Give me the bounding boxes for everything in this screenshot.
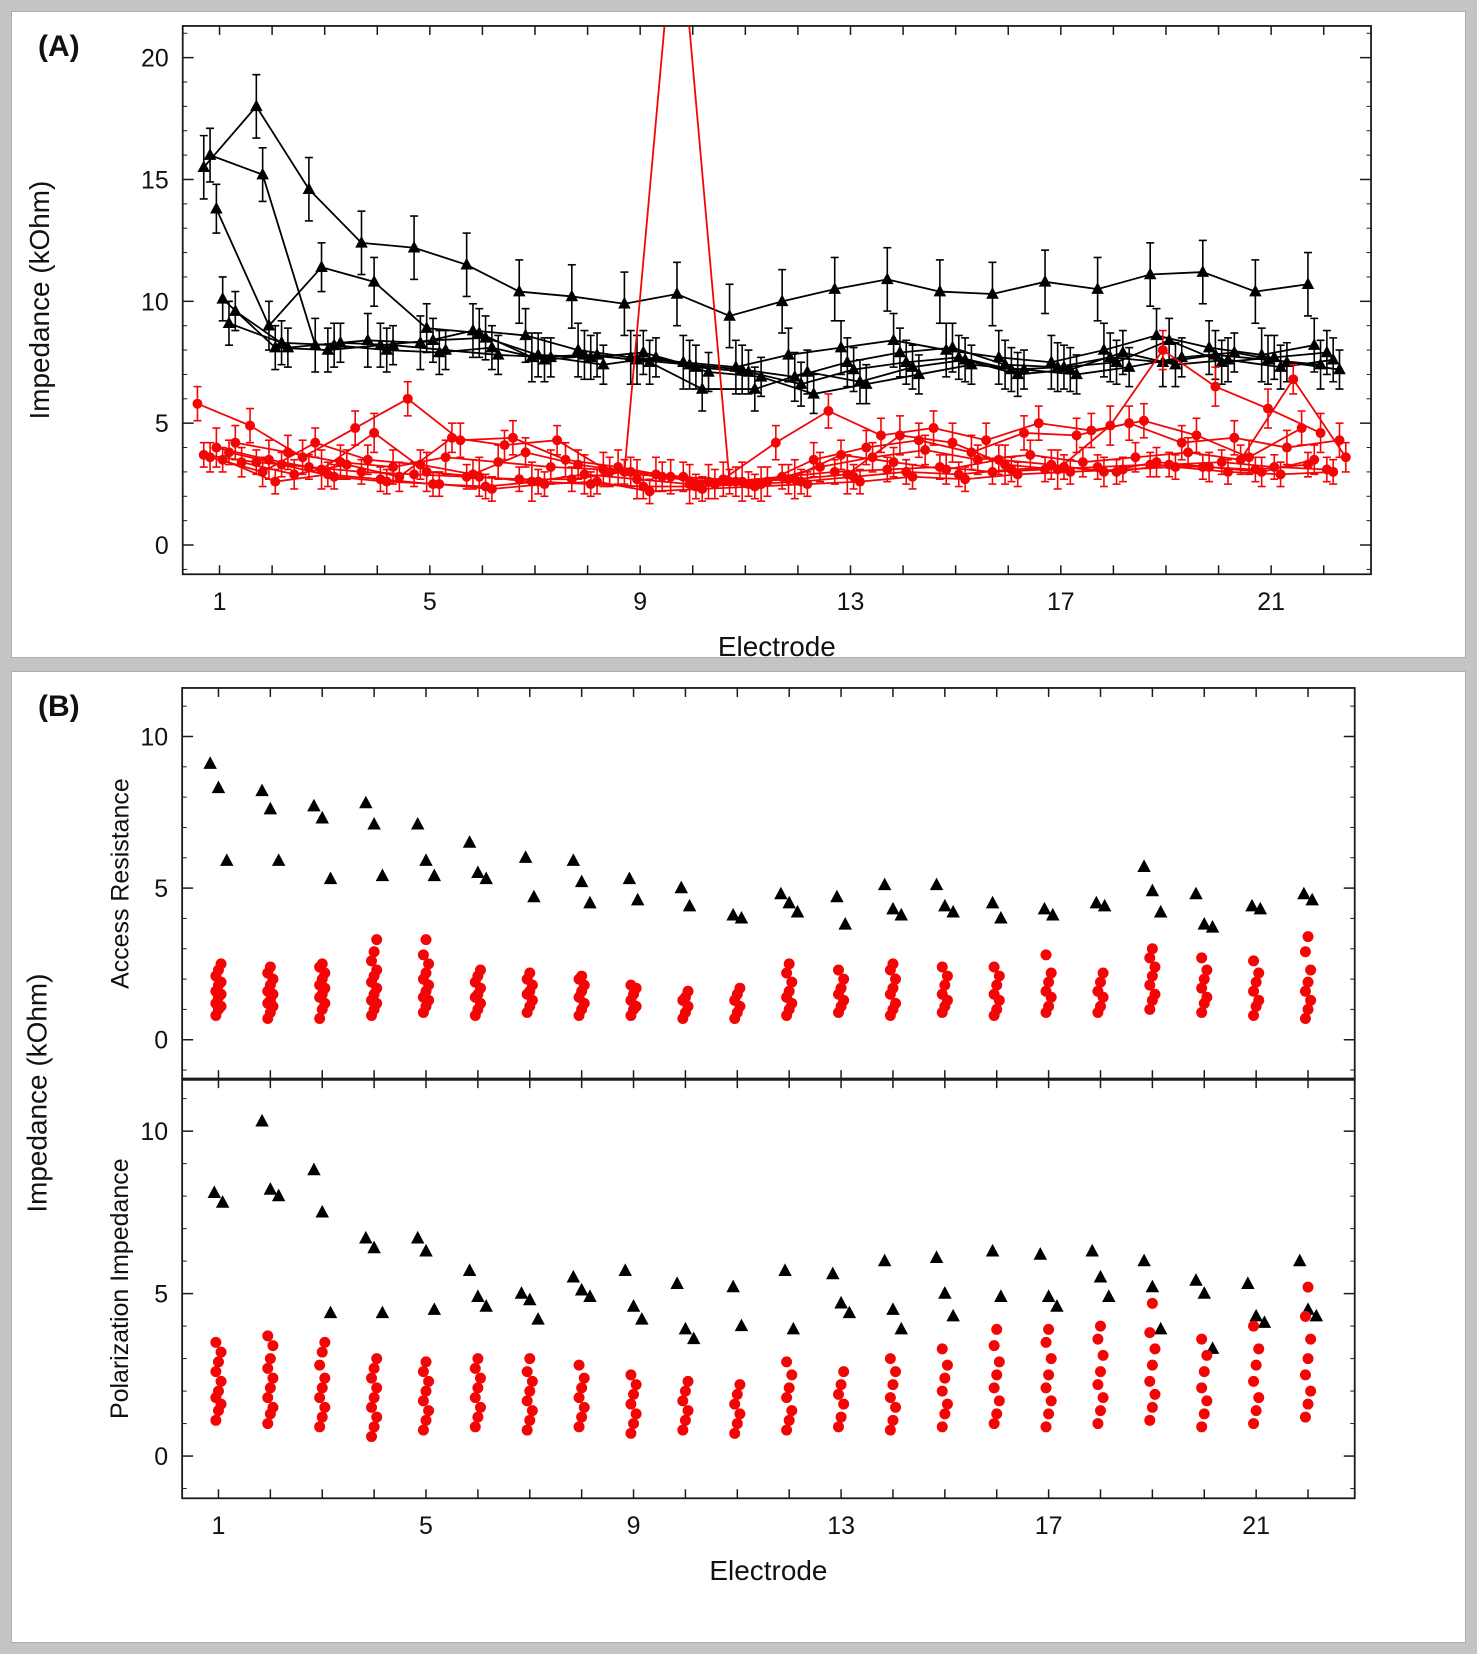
panel-b: (B) 0 5 10 1 5 9 13 17 21 0 5 10 Electrode Impedance … — [11, 671, 1466, 1643]
svg-text:20: 20 — [141, 45, 169, 73]
panel-a: (A) 1 5 9 13 17 21 0 5 10 15 20 Electrode Impedance … — [11, 11, 1466, 658]
svg-text:1: 1 — [212, 1512, 226, 1540]
svg-text:Impedance (kOhm): Impedance (kOhm) — [21, 974, 52, 1213]
svg-text:10: 10 — [140, 723, 168, 751]
svg-text:21: 21 — [1257, 588, 1285, 616]
svg-text:13: 13 — [827, 1512, 855, 1540]
svg-text:15: 15 — [141, 166, 169, 194]
svg-text:5: 5 — [155, 410, 169, 438]
svg-text:9: 9 — [633, 588, 647, 616]
svg-text:10: 10 — [141, 288, 169, 316]
svg-text:Polarization Impedance: Polarization Impedance — [106, 1158, 134, 1419]
svg-text:13: 13 — [837, 588, 865, 616]
svg-text:0: 0 — [155, 532, 169, 560]
svg-text:Electrode: Electrode — [709, 1555, 827, 1586]
svg-text:10: 10 — [140, 1118, 168, 1146]
svg-text:5: 5 — [423, 588, 437, 616]
svg-text:5: 5 — [419, 1512, 433, 1540]
svg-text:5: 5 — [154, 1281, 168, 1309]
svg-text:5: 5 — [154, 875, 168, 903]
svg-text:1: 1 — [213, 588, 227, 616]
svg-text:0: 0 — [154, 1443, 168, 1471]
svg-text:0: 0 — [154, 1027, 168, 1055]
svg-text:Impedance (kOhm): Impedance (kOhm) — [24, 181, 55, 420]
svg-text:Access Resistance: Access Resistance — [106, 778, 134, 989]
svg-text:17: 17 — [1035, 1512, 1063, 1540]
svg-text:21: 21 — [1242, 1512, 1270, 1540]
panel-b-label: (B) — [38, 690, 80, 723]
panel-a-label: (A) — [38, 30, 80, 63]
svg-text:17: 17 — [1047, 588, 1075, 616]
svg-text:Electrode: Electrode — [718, 631, 836, 657]
svg-text:9: 9 — [627, 1512, 641, 1540]
